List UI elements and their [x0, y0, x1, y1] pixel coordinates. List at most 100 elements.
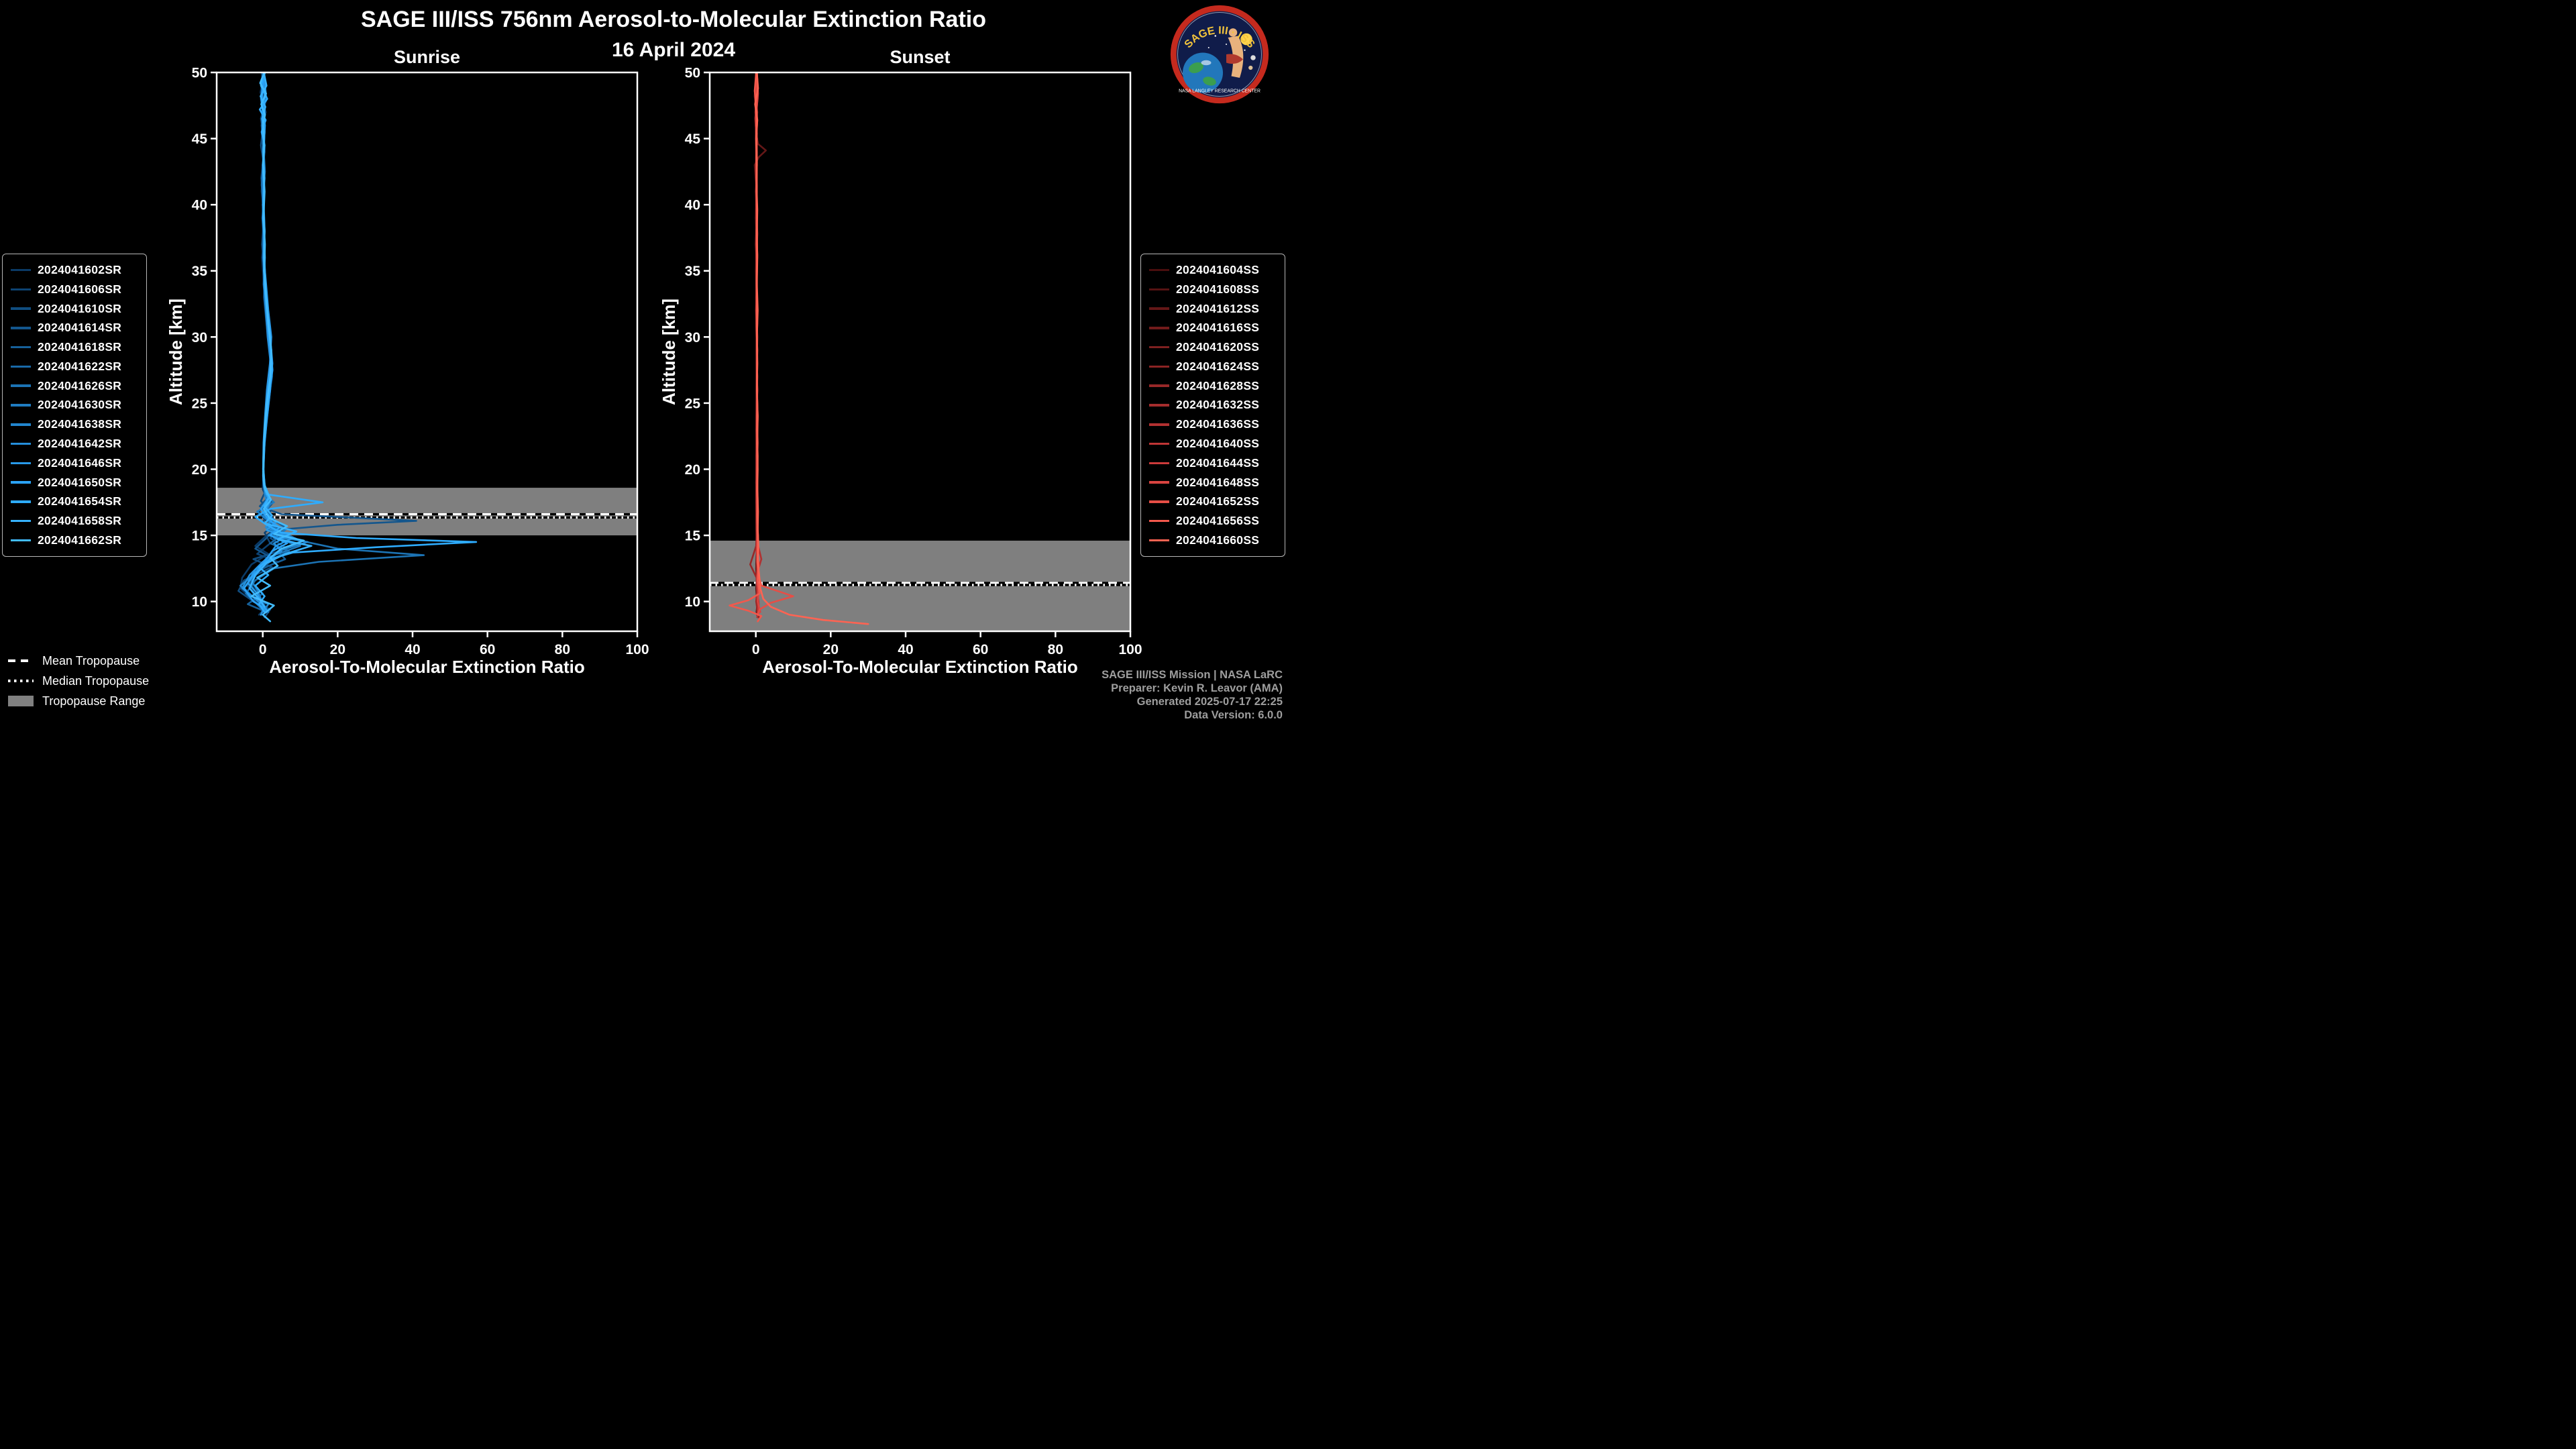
legend-label: 2024041648SS: [1176, 475, 1260, 489]
legend-label: 2024041658SR: [38, 514, 122, 528]
legend-label: 2024041642SR: [38, 437, 122, 451]
legend-label: 2024041610SR: [38, 301, 122, 315]
svg-text:40: 40: [192, 198, 207, 213]
legend-line-swatch: [1149, 268, 1169, 272]
sun-icon: [1240, 33, 1252, 46]
legend-item: 2024041610SR: [11, 300, 138, 318]
legend-label: 2024041652SS: [1176, 494, 1260, 508]
legend-line-swatch: [11, 365, 31, 368]
svg-text:Aerosol-To-Molecular Extinctio: Aerosol-To-Molecular Extinction Ratio: [269, 657, 584, 677]
planet-icon: [1248, 65, 1253, 70]
chart-canvas: 0 20 40 60 80 100101520253035404550SunriseAer…: [166, 47, 1142, 677]
tropopause-legend: Mean Tropopause Median Tropopause Tropop…: [8, 651, 149, 711]
svg-text:15: 15: [192, 529, 208, 544]
legend-item: 2024041630SR: [11, 396, 138, 414]
legend-label: 2024041620SS: [1176, 340, 1260, 354]
legend-item: 2024041616SS: [1149, 319, 1277, 337]
footer-line-preparer: Preparer: Kevin R. Leavor (AMA): [1111, 682, 1283, 694]
legend-item: 2024041656SS: [1149, 512, 1277, 530]
legend-item: 2024041620SS: [1149, 338, 1277, 356]
legend-item: 2024041638SR: [11, 415, 138, 433]
legend-item-mean-tropopause: Mean Tropopause: [8, 651, 149, 671]
legend-line-swatch: [11, 519, 31, 523]
svg-text:35: 35: [685, 264, 701, 279]
legend-line-swatch: [11, 423, 31, 426]
legend-label: 2024041614SR: [38, 321, 122, 335]
legend-line-swatch: [11, 481, 31, 484]
legend-label: 2024041646SR: [38, 455, 122, 470]
svg-text:15: 15: [685, 529, 701, 544]
legend-line-swatch: [1149, 519, 1169, 523]
legend-line-swatch: [11, 268, 31, 272]
svg-text:40: 40: [685, 198, 700, 213]
legend-line-swatch: [1149, 327, 1169, 329]
legend-line-swatch: [1149, 384, 1169, 387]
svg-text:20: 20: [685, 462, 700, 478]
legend-item: 2024041658SR: [11, 512, 138, 530]
legend-item: 2024041624SS: [1149, 358, 1277, 376]
svg-text:30: 30: [192, 330, 207, 345]
legend-item: 2024041652SS: [1149, 492, 1277, 511]
logo-ring: [1170, 5, 1269, 104]
svg-text:50: 50: [685, 66, 700, 81]
legend-item: 2024041608SS: [1149, 280, 1277, 299]
svg-text:10: 10: [685, 594, 700, 610]
legend-label: 2024041618SR: [38, 340, 122, 354]
gray-patch-swatch: [8, 696, 34, 706]
svg-text:45: 45: [685, 131, 701, 147]
figure-canvas: SAGE III/ISS 756nm Aerosol-to-Molecular …: [0, 0, 1288, 724]
legend-label: 2024041640SS: [1176, 437, 1260, 451]
logo-org-text: NASA LANGLEY RESEARCH CENTER: [1179, 89, 1260, 93]
legend-item: 2024041632SS: [1149, 396, 1277, 414]
svg-text:40: 40: [898, 642, 913, 657]
dashed-line-swatch: [8, 659, 34, 662]
legend-label: 2024041628SS: [1176, 378, 1260, 392]
svg-text:100: 100: [625, 642, 649, 657]
dotted-line-swatch: [8, 680, 34, 682]
legend-label: 2024041656SS: [1176, 514, 1260, 528]
legend-label: Median Tropopause: [42, 674, 150, 688]
legend-label: 2024041608SS: [1176, 282, 1260, 296]
legend-item-tropopause-range: Tropopause Range: [8, 691, 149, 711]
legend-line-swatch: [1149, 404, 1169, 407]
legend-label: 2024041632SS: [1176, 398, 1260, 412]
svg-text:20: 20: [192, 462, 207, 478]
legend-item: 2024041606SR: [11, 280, 138, 299]
svg-text:20: 20: [330, 642, 345, 657]
svg-text:60: 60: [480, 642, 495, 657]
legend-line-swatch: [1149, 365, 1169, 368]
svg-text:Altitude [km]: Altitude [km]: [659, 299, 679, 405]
legend-line-swatch: [1149, 345, 1169, 349]
legend-item: 2024041640SS: [1149, 435, 1277, 453]
legend-item: 2024041618SR: [11, 338, 138, 356]
legend-item: 2024041636SS: [1149, 415, 1277, 433]
legend-label: 2024041638SR: [38, 417, 122, 431]
legend-item: 2024041628SS: [1149, 377, 1277, 395]
legend-item: 2024041642SR: [11, 435, 138, 453]
legend-label: 2024041612SS: [1176, 301, 1260, 315]
legend-line-swatch: [11, 462, 31, 465]
svg-text:Altitude [km]: Altitude [km]: [166, 299, 186, 405]
legend-item: 2024041660SS: [1149, 531, 1277, 549]
legend-line-swatch: [11, 345, 31, 349]
legend-line-swatch: [1149, 481, 1169, 484]
legend-line-swatch: [11, 442, 31, 445]
legend-label: Mean Tropopause: [42, 653, 140, 667]
svg-text:Sunset: Sunset: [890, 47, 950, 67]
svg-text:40: 40: [405, 642, 420, 657]
legend-line-swatch: [1149, 539, 1169, 542]
legend-sunset: 2024041604SS 2024041608SS 2024041612SS 2024…: [1140, 254, 1285, 557]
svg-text:100: 100: [1118, 642, 1142, 657]
legend-item-median-tropopause: Median Tropopause: [8, 671, 149, 691]
legend-line-swatch: [11, 539, 31, 542]
svg-text:25: 25: [192, 396, 208, 411]
svg-text:45: 45: [192, 131, 208, 147]
legend-item: 2024041622SR: [11, 358, 138, 376]
legend-line-swatch: [11, 500, 31, 503]
legend-label: 2024041616SS: [1176, 321, 1260, 335]
legend-line-swatch: [11, 307, 31, 310]
svg-text:25: 25: [685, 396, 701, 411]
legend-item: 2024041654SR: [11, 492, 138, 511]
legend-item: 2024041626SR: [11, 377, 138, 395]
legend-line-swatch: [11, 327, 31, 329]
